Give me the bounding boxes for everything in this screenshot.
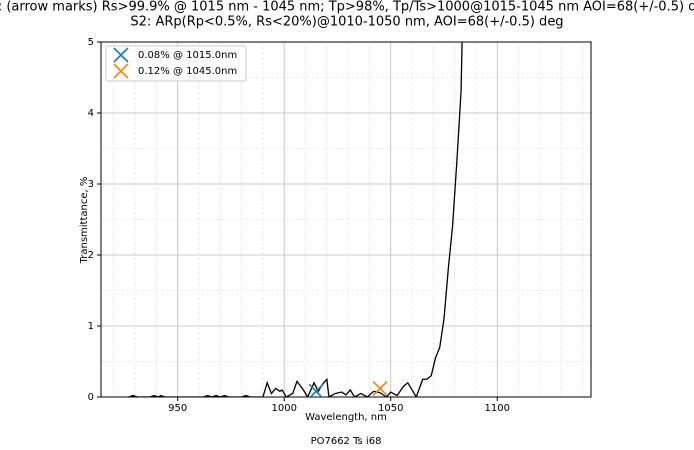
y-tick-label: 5 (88, 37, 94, 48)
legend-box (105, 45, 247, 82)
caption: PO7662 Ts i68 (311, 436, 382, 447)
plot-area (128, 42, 463, 397)
x-tick-label: 1000 (271, 403, 296, 414)
legend-label: 0.12% @ 1045.0nm (138, 66, 237, 77)
y-tick-label: 0 (88, 392, 94, 403)
chart-subtitle: S2: ARp(Rp<0.5%, Rs<20%)@1010-1050 nm, A… (130, 15, 563, 30)
legend-label: 0.08% @ 1015.0nm (138, 50, 237, 61)
y-tick-label: 4 (88, 108, 94, 119)
x-tick-label: 950 (168, 403, 187, 414)
legend-marker (113, 47, 129, 63)
plot-frame (100, 41, 592, 398)
y-axis-label: Transmittance, % (79, 177, 90, 265)
x-tick-label: 1100 (485, 403, 510, 414)
legend-marker (113, 63, 129, 79)
chart-title: S1: (arrow marks) Rs>99.9% @ 1015 nm - 1… (0, 0, 694, 15)
y-tick-label: 3 (88, 179, 94, 190)
x-tick-label: 1050 (378, 403, 403, 414)
marker (372, 380, 388, 397)
marker (308, 383, 324, 397)
line (128, 42, 463, 397)
y-tick-label: 2 (88, 250, 94, 261)
y-tick-label: 1 (88, 321, 94, 332)
x-axis-label: Wavelength, nm (305, 412, 387, 423)
